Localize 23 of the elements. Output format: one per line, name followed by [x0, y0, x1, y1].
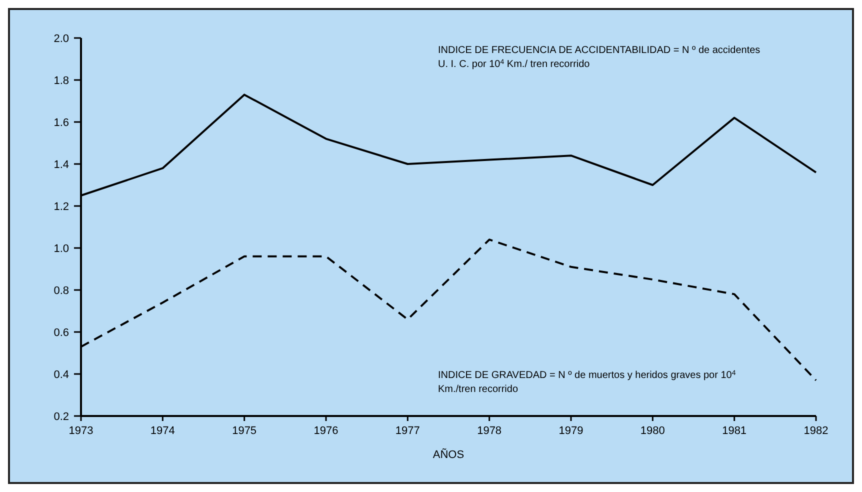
x-tick-label: 1980: [640, 425, 665, 437]
x-axis-title: AÑOS: [432, 448, 464, 461]
y-tick-label: 1.6: [54, 116, 69, 129]
x-tick-label: 1975: [232, 425, 257, 437]
x-tick-label: 1979: [558, 425, 584, 437]
annotation: INDICE DE FRECUENCIA DE ACCIDENTABILIDAD = N º de accidentes U. I. C. por 10$^{4}$ Km./ tren recorrido: [438, 45, 760, 70]
y-tick-label: 0.2: [54, 410, 69, 423]
y-tick-label: 0.6: [54, 326, 69, 339]
y-tick-label: 1.8: [54, 74, 69, 87]
y-tick-label: 1.0: [54, 242, 69, 255]
y-tick-label: 2.0: [54, 32, 69, 45]
text: INDICE DE GRAVEDAD = N º de muertos y heridos graves por 10$^{4}$ Km./tren recorrido: [438, 370, 736, 395]
y-tick-label: 1.2: [54, 200, 69, 213]
x-tick-label: 1973: [68, 425, 94, 437]
x-tick-label: 1977: [395, 425, 420, 437]
y-tick-label: 0.8: [54, 284, 69, 297]
x-tick-label: 1974: [150, 425, 175, 437]
x-tick-label: 1978: [477, 425, 502, 437]
y-tick-label: 0.4: [54, 368, 69, 381]
x-tick-label: 1981: [722, 425, 747, 437]
x-tick-label: 1976: [314, 425, 338, 437]
x-tick-label: 1982: [804, 425, 828, 437]
y-tick-label: 1.4: [54, 158, 69, 171]
